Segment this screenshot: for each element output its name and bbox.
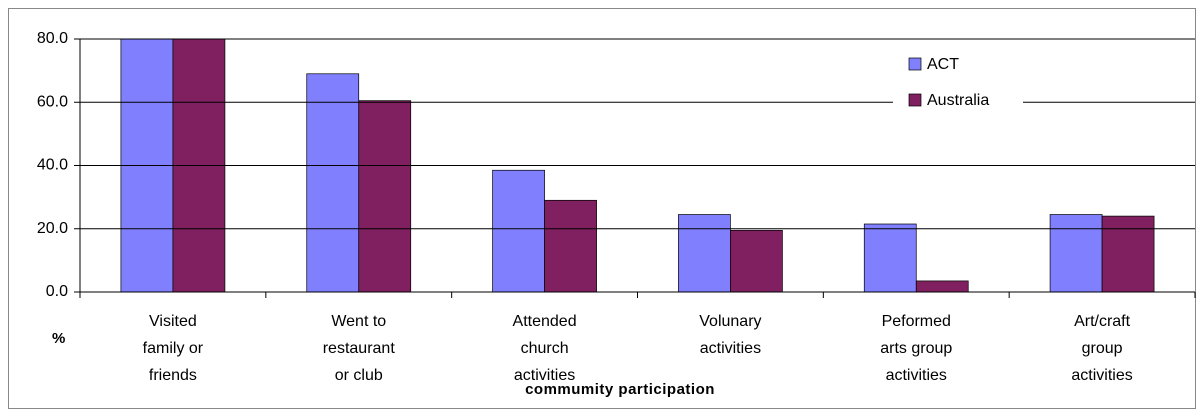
x-tick-label: Attended church activities (512, 313, 577, 384)
bar (678, 214, 731, 293)
bar (358, 100, 412, 293)
x-tick-label: Went to restaurant or club (322, 313, 395, 384)
y-axis-label: % (52, 330, 66, 347)
x-tick-label: Volunary activities (699, 313, 762, 357)
x-tick-label: Visited family or friends (142, 313, 204, 384)
x-tick-label: Peformed arts group activities (880, 313, 953, 384)
x-tick-label: Art/craft group activities (1071, 313, 1133, 384)
bar (306, 73, 360, 293)
bar (172, 39, 226, 293)
bar (730, 229, 783, 293)
bar (863, 223, 917, 293)
legend-swatch (908, 57, 922, 71)
bar (544, 199, 597, 293)
x-axis-label: commumity participation (525, 381, 715, 398)
y-tick-label: 40.0 (37, 157, 68, 174)
legend-label: Australia (927, 92, 989, 109)
legend-label: ACT (927, 56, 959, 73)
legend-swatch (908, 93, 922, 107)
bar (1049, 214, 1103, 293)
bar (492, 169, 545, 293)
bar (120, 39, 174, 293)
bar (1101, 215, 1155, 293)
bar (915, 280, 969, 293)
y-tick-label: 20.0 (37, 220, 68, 237)
frame (8, 8, 1196, 409)
y-tick-label: 80.0 (37, 30, 68, 47)
y-tick-label: 0.0 (46, 283, 68, 300)
y-tick-label: 60.0 (37, 93, 68, 110)
